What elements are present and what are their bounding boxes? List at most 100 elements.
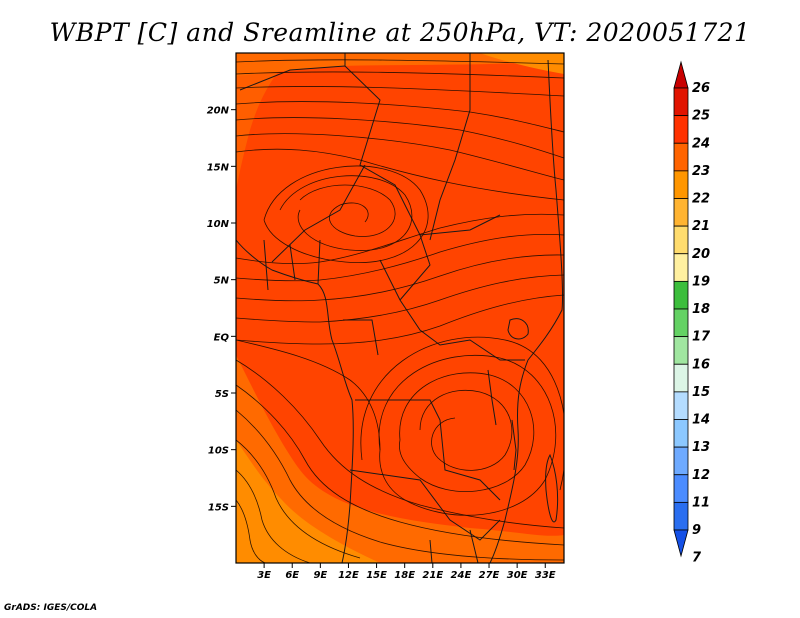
border-h — [399, 234, 431, 301]
lat-tick-label: EQ — [214, 332, 230, 343]
streamline — [299, 184, 396, 237]
streamline — [236, 133, 564, 181]
colorbar-label: 19 — [692, 274, 710, 289]
colorbar-swatch — [673, 170, 689, 199]
colorbar-swatch — [673, 419, 689, 448]
streamline — [236, 499, 266, 563]
streamline — [236, 213, 564, 265]
africa-east-coast — [489, 59, 564, 563]
colorbar-label: 25 — [692, 109, 710, 124]
streamline — [399, 372, 535, 492]
colorbar-label: 14 — [692, 413, 710, 428]
border-f — [355, 399, 501, 501]
streamline — [236, 101, 564, 133]
lat-tick-label: 15N — [207, 162, 230, 173]
streamline — [236, 86, 564, 97]
lon-tick-label: 12E — [338, 570, 359, 581]
colorbar-label: 12 — [692, 468, 710, 483]
colorbar-swatch — [673, 391, 689, 420]
colorbar-swatch — [673, 253, 689, 282]
grads-credit: GrADS: IGES/COLA — [4, 603, 98, 613]
border-k — [429, 529, 479, 563]
lon-tick-label: 27E — [479, 570, 500, 581]
streamline — [419, 389, 513, 471]
colorbar-label: 23 — [692, 164, 710, 179]
lake-malawi — [511, 419, 517, 471]
colorbar-label: 22 — [692, 192, 710, 207]
border-g — [349, 469, 501, 541]
colorbar-label: 20 — [692, 247, 710, 262]
colorbar-swatch — [673, 501, 689, 531]
lat-tick-label: 5N — [214, 276, 230, 287]
border-j — [343, 319, 379, 356]
streamline — [236, 469, 311, 563]
streamline — [236, 359, 564, 529]
lon-tick-label: 24E — [451, 570, 472, 581]
lon-tick-label: 21E — [422, 570, 443, 581]
colorbar-swatch — [673, 308, 689, 338]
latitude-axis: 20N 15N 10N 5N EQ 5S 10S 15S — [207, 106, 236, 513]
colorbar-label: 21 — [692, 219, 710, 234]
lake-tanganyika — [487, 369, 497, 426]
colorbar-label: 24 — [692, 136, 710, 151]
colorbar-label: 17 — [692, 330, 711, 345]
colorbar-label: 7 — [692, 551, 702, 566]
colorbar-label: 13 — [692, 440, 710, 455]
streamline — [236, 384, 564, 546]
wbpt-field-21-22-northeast — [480, 53, 564, 74]
colorbar-label: 15 — [692, 385, 710, 400]
streamline — [263, 165, 429, 264]
colorbar-swatch — [673, 336, 689, 365]
lat-tick-label: 5S — [215, 389, 229, 400]
colorbar-label: 16 — [692, 357, 710, 372]
lon-tick-label: 3E — [257, 570, 271, 581]
streamline — [279, 175, 413, 251]
madagascar — [545, 453, 559, 523]
map-plot-area — [236, 53, 564, 563]
colorbar: 26 25 24 23 22 21 20 19 18 17 16 15 14 13 12 11 9 7 — [673, 60, 711, 566]
lon-tick-label: 15E — [366, 570, 387, 581]
border-a — [239, 65, 501, 236]
colorbar-swatch — [673, 474, 689, 503]
colorbar-swatch — [673, 446, 689, 476]
colorbar-bottom-arrow — [673, 529, 689, 558]
streamlines — [236, 59, 564, 563]
map-frame — [235, 52, 565, 564]
streamline — [360, 336, 564, 491]
lon-tick-label: 6E — [285, 570, 299, 581]
colorbar-swatch — [673, 363, 689, 393]
colorbar-label: 26 — [692, 81, 710, 96]
colorbar-swatch — [673, 225, 689, 255]
wbpt-field-22-23-north — [236, 53, 564, 76]
colorbar-swatch — [673, 87, 689, 117]
lat-tick-label: 15S — [208, 502, 229, 513]
lon-tick-label: 18E — [394, 570, 415, 581]
streamline — [236, 439, 361, 559]
lon-tick-label: 30E — [507, 570, 528, 581]
streamline — [236, 71, 564, 79]
lon-tick-label: 33E — [535, 570, 556, 581]
streamline — [236, 339, 381, 451]
colorbar-swatch — [673, 142, 689, 172]
wbpt-field-22-23-south — [236, 355, 564, 563]
streamline — [236, 148, 564, 201]
lake-victoria — [507, 318, 529, 340]
colorbar-swatch — [673, 280, 689, 310]
streamline — [236, 254, 564, 302]
colorbar-top-arrow — [673, 60, 689, 89]
wbpt-field-21-22-southwest — [236, 440, 380, 563]
colorbar-swatch — [673, 198, 689, 227]
streamline — [236, 294, 564, 345]
lat-tick-label: 10S — [208, 446, 229, 457]
lat-tick-label: 20N — [207, 106, 230, 117]
streamline — [236, 117, 564, 159]
streamline — [236, 59, 564, 65]
lat-tick-label: 10N — [207, 219, 230, 230]
colorbar-swatch — [673, 115, 689, 144]
longitude-axis: 3E 6E 9E 12E 15E 18E 21E 24E 27E 30E 33E — [257, 563, 556, 581]
streamline — [236, 274, 564, 323]
colorbar-label: 18 — [692, 302, 710, 317]
streamline — [236, 409, 564, 561]
colorbar-label: 9 — [692, 523, 701, 538]
